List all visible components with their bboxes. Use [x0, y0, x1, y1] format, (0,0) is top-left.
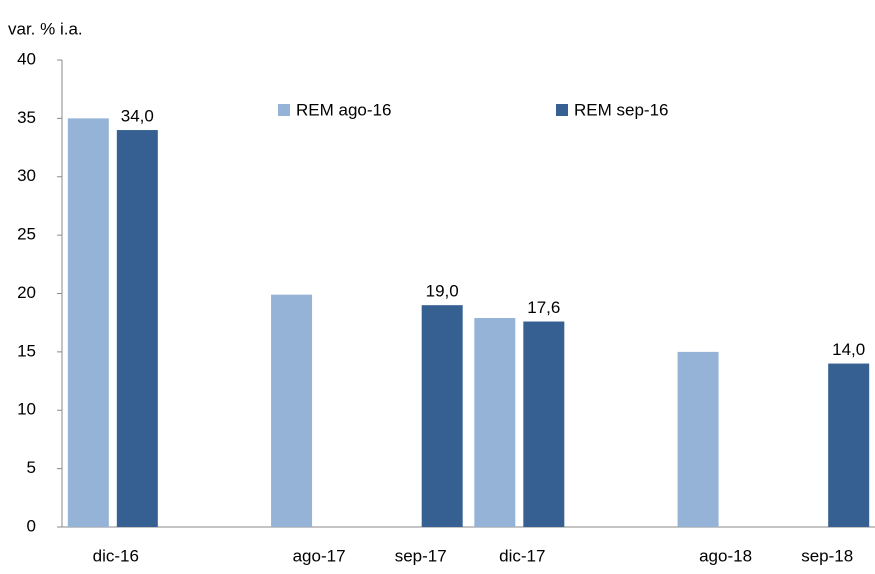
- data-label: 14,0: [832, 340, 865, 359]
- bar: [474, 318, 516, 527]
- y-axis-title: var. % i.a.: [8, 19, 83, 38]
- bar: [67, 118, 109, 527]
- bar: [116, 130, 158, 528]
- data-label: 34,0: [121, 107, 154, 126]
- y-tick-label: 20: [17, 283, 36, 302]
- legend-label: REM sep-16: [574, 100, 668, 119]
- y-tick-label: 25: [17, 225, 36, 244]
- legend-swatch: [278, 104, 290, 116]
- bar: [828, 363, 870, 527]
- legend-label: REM ago-16: [296, 100, 391, 119]
- x-tick-label: dic-16: [93, 546, 139, 565]
- x-tick-label: sep-18: [801, 546, 853, 565]
- data-label: 17,6: [527, 298, 560, 317]
- x-tick-label: dic-17: [499, 546, 545, 565]
- y-tick-label: 35: [17, 108, 36, 127]
- y-tick-label: 30: [17, 166, 36, 185]
- y-tick-label: 40: [17, 49, 36, 68]
- legend-swatch: [556, 104, 568, 116]
- x-tick-label: ago-18: [699, 546, 752, 565]
- x-tick-label: ago-17: [293, 546, 346, 565]
- data-label: 19,0: [426, 282, 459, 301]
- y-tick-label: 5: [27, 458, 36, 477]
- y-tick-label: 15: [17, 341, 36, 360]
- bar: [271, 294, 313, 527]
- bar: [421, 305, 463, 527]
- y-tick-label: 10: [17, 400, 36, 419]
- bar: [677, 351, 719, 527]
- bar: [523, 321, 565, 527]
- x-tick-label: sep-17: [395, 546, 447, 565]
- y-tick-label: 0: [27, 516, 36, 535]
